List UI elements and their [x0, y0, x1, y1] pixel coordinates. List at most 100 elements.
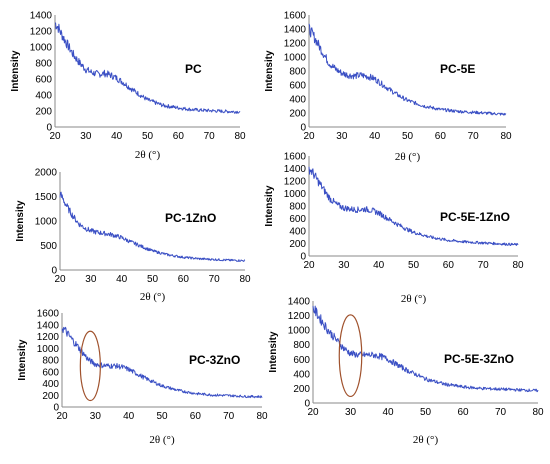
y-tick-label: 1400 — [37, 320, 60, 331]
y-tick-label: 1500 — [35, 192, 58, 203]
series-line — [308, 23, 507, 116]
x-tick-label: 40 — [369, 131, 381, 142]
y-tick-label: 1600 — [284, 11, 307, 22]
panel-title: PC-5E — [440, 62, 475, 76]
x-axis-label: 2θ (°) — [140, 291, 166, 303]
x-tick-label: 50 — [420, 407, 432, 418]
x-tick-label: 60 — [435, 131, 447, 142]
x-axis-label: 2θ (°) — [401, 293, 427, 305]
x-tick-label: 70 — [495, 407, 507, 418]
x-tick-label: 40 — [116, 274, 128, 285]
x-tick-label: 50 — [147, 274, 159, 285]
x-tick-label: 30 — [90, 411, 102, 422]
y-tick-label: 600 — [289, 214, 306, 225]
panel-title: PC-1ZnO — [165, 211, 216, 225]
x-tick-label: 50 — [402, 131, 414, 142]
chart-panel: 0 200 400 600 800 1000 1200 1400 20 30 40 50 60 70 80 I… — [10, 11, 246, 162]
y-tick-label: 1200 — [30, 27, 53, 38]
y-tick-label: 400 — [42, 379, 59, 390]
x-tick-label: 20 — [303, 131, 315, 142]
chart-panel: 0 500 1000 1500 2000 20 30 40 50 60 70 80 Intensity 2… — [15, 168, 251, 304]
x-tick-label: 20 — [307, 407, 319, 418]
y-tick-label: 2000 — [35, 168, 58, 179]
highlight-ellipse — [338, 314, 363, 398]
x-tick-label: 20 — [54, 274, 66, 285]
y-axis-label: Intensity — [264, 185, 275, 227]
panel-title: PC-3ZnO — [189, 353, 240, 367]
x-tick-label: 30 — [85, 274, 97, 285]
y-tick-label: 1200 — [37, 332, 60, 343]
y-tick-label: 800 — [289, 202, 306, 213]
x-tick-label: 70 — [209, 274, 221, 285]
y-tick-label: 200 — [289, 109, 306, 120]
x-tick-label: 70 — [204, 131, 216, 142]
y-tick-label: 0 — [46, 123, 52, 134]
y-tick-label: 800 — [293, 340, 310, 351]
y-tick-label: 800 — [35, 59, 52, 70]
y-tick-label: 1400 — [284, 25, 307, 36]
x-tick-label: 40 — [373, 260, 385, 271]
x-tick-label: 20 — [303, 260, 315, 271]
y-tick-label: 800 — [289, 67, 306, 78]
y-tick-label: 1400 — [30, 11, 53, 22]
y-tick-label: 600 — [289, 81, 306, 92]
x-axis-label: 2θ (°) — [395, 151, 421, 163]
chart-panel: 0 200 400 600 800 1000 1200 1400 20 30 40 50 60 70 80 I… — [268, 297, 544, 447]
y-tick-label: 0 — [304, 399, 310, 410]
series-line — [61, 326, 263, 399]
x-tick-label: 80 — [234, 131, 246, 142]
y-tick-label: 800 — [42, 356, 59, 367]
y-axis-label: Intensity — [10, 50, 21, 92]
y-tick-label: 200 — [42, 391, 59, 402]
x-tick-label: 80 — [532, 407, 544, 418]
panel-title: PC — [185, 62, 202, 76]
panel-title: PC-5E-1ZnO — [440, 210, 510, 224]
x-tick-label: 60 — [457, 407, 469, 418]
y-tick-label: 1200 — [284, 39, 307, 50]
x-tick-label: 30 — [338, 260, 350, 271]
y-axis-label: Intensity — [17, 339, 28, 381]
y-tick-label: 400 — [289, 227, 306, 238]
y-axis-label: Intensity — [264, 50, 275, 92]
x-tick-label: 50 — [156, 411, 168, 422]
x-tick-label: 40 — [111, 131, 123, 142]
x-axis-label: 2θ (°) — [149, 434, 175, 446]
x-tick-label: 70 — [468, 131, 480, 142]
y-tick-label: 1400 — [288, 297, 311, 308]
y-tick-label: 1000 — [284, 189, 307, 200]
x-tick-label: 60 — [190, 411, 202, 422]
x-tick-label: 40 — [123, 411, 135, 422]
series-line — [308, 166, 519, 246]
y-tick-label: 1000 — [37, 344, 60, 355]
x-tick-label: 60 — [173, 131, 185, 142]
y-tick-label: 600 — [42, 367, 59, 378]
x-tick-label: 70 — [478, 260, 490, 271]
y-tick-label: 200 — [35, 107, 52, 118]
y-tick-label: 400 — [289, 95, 306, 106]
y-tick-label: 400 — [293, 369, 310, 380]
y-axis-label: Intensity — [268, 331, 279, 373]
y-tick-label: 600 — [35, 75, 52, 86]
y-tick-label: 1000 — [30, 43, 53, 54]
y-tick-label: 1400 — [284, 164, 307, 175]
y-tick-label: 1600 — [284, 152, 307, 163]
x-tick-label: 60 — [178, 274, 190, 285]
y-tick-label: 0 — [300, 252, 306, 263]
series-line — [54, 22, 241, 114]
x-tick-label: 20 — [56, 411, 68, 422]
y-tick-label: 1600 — [37, 309, 60, 320]
y-tick-label: 0 — [300, 123, 306, 134]
x-tick-label: 50 — [142, 131, 154, 142]
series-line — [59, 191, 246, 262]
y-tick-label: 400 — [35, 91, 52, 102]
y-tick-label: 0 — [51, 266, 57, 277]
x-tick-label: 50 — [408, 260, 420, 271]
y-tick-label: 0 — [53, 403, 59, 414]
x-tick-label: 30 — [80, 131, 92, 142]
y-axis-label: Intensity — [15, 200, 26, 242]
y-tick-label: 1000 — [35, 217, 58, 228]
